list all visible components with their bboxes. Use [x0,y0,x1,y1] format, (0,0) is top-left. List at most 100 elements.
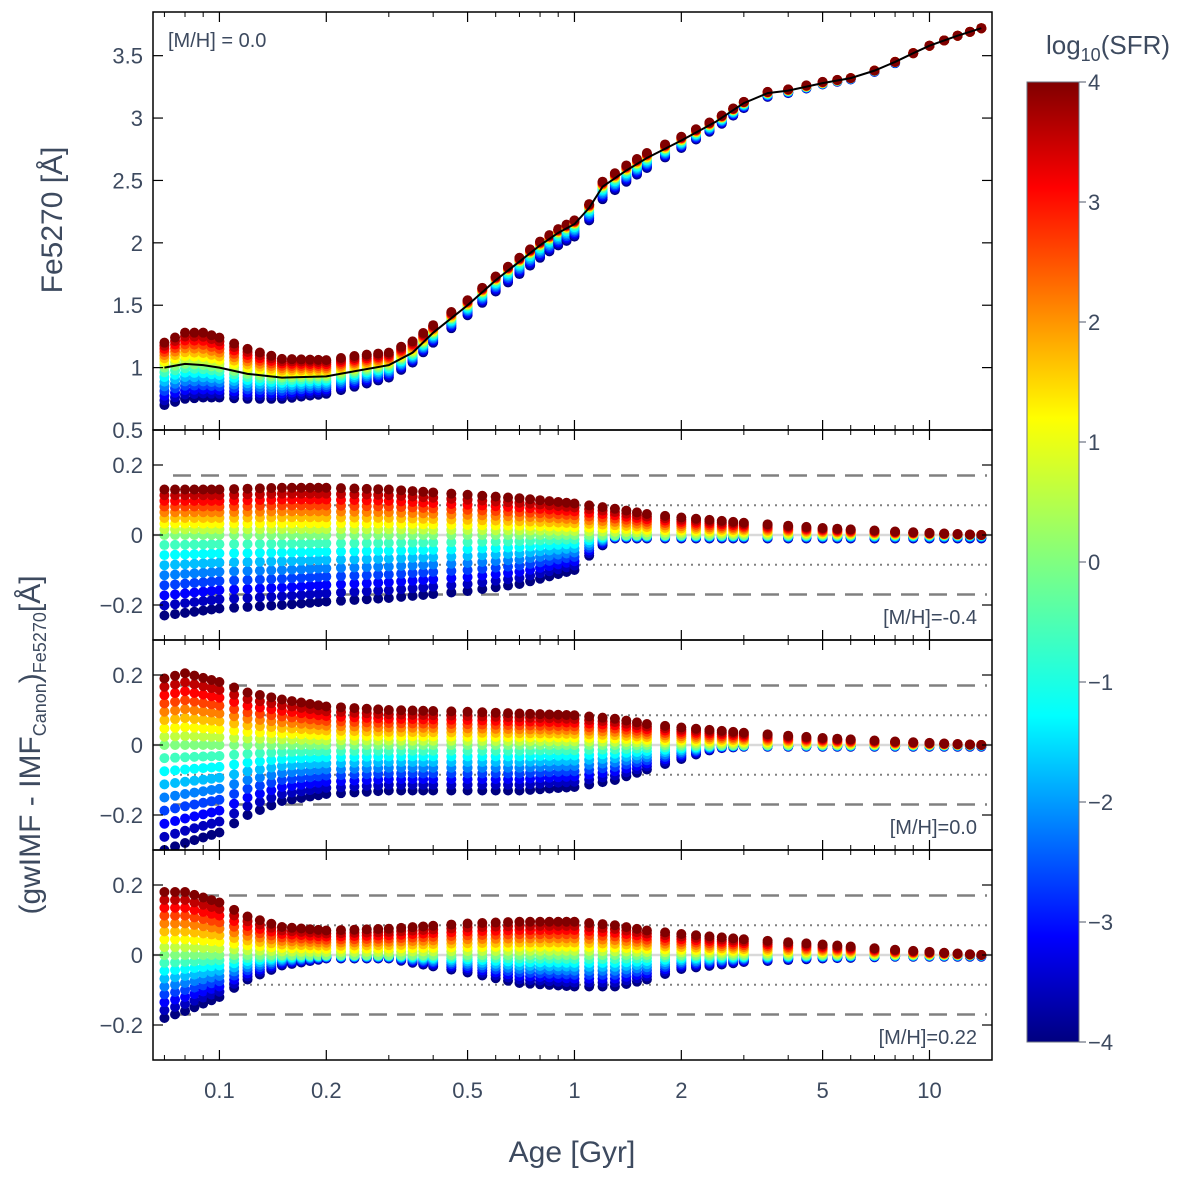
data-point [418,921,429,932]
data-point [462,537,473,547]
data-point [286,482,297,493]
colorbar-title-rest: (SFR) [1101,30,1170,60]
data-point [180,838,191,848]
data-point [446,307,457,318]
data-point [159,1005,170,1016]
data-point [801,938,812,949]
y-tick-label: 0.5 [112,418,143,443]
data-point [180,578,191,589]
data-point [584,711,595,722]
y-tick-label: 0 [131,943,143,968]
data-point [335,571,346,582]
data-point [373,348,384,359]
data-point [276,754,287,764]
data-point [180,607,191,618]
data-point [170,484,181,495]
shared-ylabel-part3: [Å] [14,575,47,612]
y-tick-label: 3.5 [112,44,143,69]
data-point [349,483,360,494]
data-point [446,537,457,548]
data-point [276,591,287,602]
y-tick-label: −0.2 [100,1013,143,1038]
data-point [159,902,170,913]
data-point [159,740,170,750]
data-point [305,482,316,493]
data-point [738,517,749,528]
data-point [321,925,332,936]
data-point [206,936,217,947]
data-point [170,696,181,707]
data-point [296,589,307,600]
data-point [214,548,225,559]
y-tick-label: 1.5 [112,293,143,318]
data-point [229,788,240,799]
data-point [383,593,394,603]
data-point [383,705,394,715]
data-point [229,808,240,819]
data-point [189,823,200,834]
data-point [349,578,360,589]
data-point [266,565,277,576]
data-point [349,586,360,597]
data-point [198,586,209,597]
data-point [180,677,191,688]
data-point [214,805,225,816]
data-point [446,573,457,584]
data-point [242,766,253,777]
data-point [361,703,372,714]
data-point [180,942,191,953]
data-point [428,566,439,577]
data-point [728,933,739,944]
data-point [206,699,217,710]
data-point [206,484,217,495]
data-point [159,706,170,717]
data-point [180,713,191,724]
data-point [198,731,209,742]
data-point [561,916,572,927]
data-point [716,932,727,943]
data-point [214,677,225,687]
data-point [229,584,240,595]
data-point [214,708,225,719]
data-point [180,1006,191,1016]
data-point [189,904,200,915]
colorbar-title-main: log [1046,30,1081,60]
data-point [189,835,200,846]
data-point [170,731,181,742]
data-point [490,491,501,502]
data-point [180,957,191,967]
data-point [170,887,181,897]
data-point [477,918,488,928]
data-point [189,558,200,569]
data-point [214,732,225,743]
data-point [206,715,217,726]
data-point [170,828,181,839]
data-point [206,731,217,742]
data-point [198,723,209,734]
data-point [373,545,384,556]
data-point [198,820,209,831]
panel-3: −0.2 0 0.2 [M/H]=0.0 [100,639,993,851]
x-tick-label: 5 [816,1078,828,1103]
data-point [206,895,217,906]
data-point [254,565,265,576]
data-point [229,689,240,700]
data-point [189,787,200,798]
data-point [621,715,632,726]
data-point [266,747,277,758]
data-point [159,926,170,937]
data-point [189,927,200,938]
data-point [396,705,407,716]
data-point [254,601,265,612]
data-point [305,698,316,709]
data-point [569,215,580,226]
y-tick-label: 3 [131,106,143,131]
data-point [428,552,439,563]
data-point [276,538,287,549]
data-point [373,553,384,564]
data-point [214,700,225,711]
colorbar-title: log10(SFR) [1046,30,1170,65]
data-point [206,915,217,926]
data-point [313,580,324,591]
data-point [206,943,217,954]
